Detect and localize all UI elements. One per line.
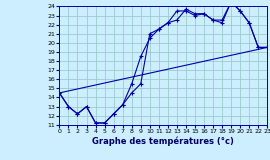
X-axis label: Graphe des températures (°c): Graphe des températures (°c) <box>92 137 234 146</box>
